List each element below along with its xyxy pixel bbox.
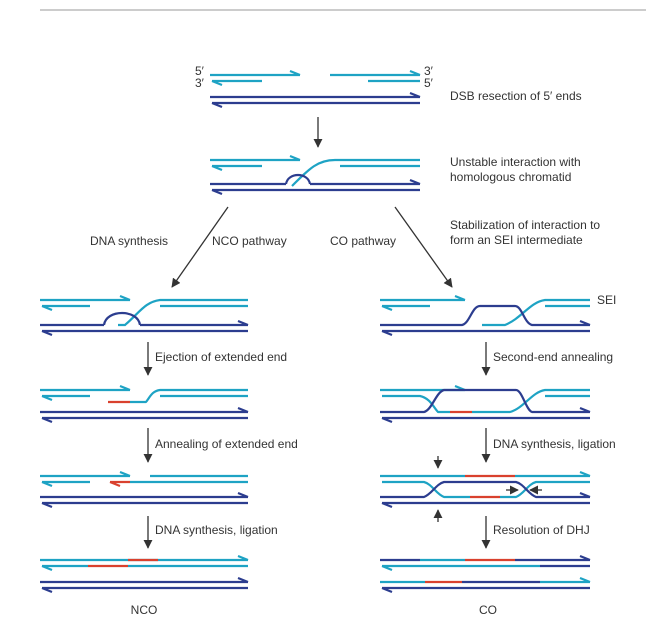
left-bottom-strand — [41, 304, 90, 312]
lower-crossing — [380, 480, 591, 499]
left-bottom-strand — [211, 164, 262, 172]
homolog-bottom-strand — [41, 329, 248, 337]
invading-strand — [482, 298, 590, 327]
left-top-strand — [210, 154, 301, 162]
homolog-top-strand — [210, 178, 421, 186]
co-pathway-label: CO pathway — [330, 234, 396, 248]
step-stabilization-label-1: Stabilization of interaction to — [450, 218, 600, 232]
step-stabilization-label-2: form an SEI intermediate — [450, 233, 583, 247]
arrow-nco-branch — [171, 206, 229, 288]
co-product — [380, 554, 591, 594]
left-top-strand — [40, 384, 131, 392]
homolog-top-strand — [40, 319, 249, 327]
co-step-1-sei: SEI — [380, 293, 616, 337]
left-bottom-strand — [381, 304, 430, 312]
homolog-top-strand — [210, 91, 421, 99]
step-dsb-label: DSB resection of 5′ ends — [450, 89, 582, 103]
nco-step-3-annealing — [40, 470, 249, 509]
end-3-bottom-label: 3′ — [195, 76, 205, 90]
homolog-top-strand — [40, 406, 249, 414]
product-top-navy-right — [515, 554, 591, 562]
top-right-teal — [515, 470, 591, 478]
right-top-strand — [330, 69, 421, 77]
homolog-bottom-strand — [41, 501, 248, 509]
annealing-label: Annealing of extended end — [155, 437, 298, 451]
homolog-top-strand — [40, 576, 249, 584]
invading-strand — [472, 388, 590, 414]
homolog-bottom-strand — [381, 416, 590, 424]
left-top-strand — [40, 470, 131, 478]
step-unstable-label-1: Unstable interaction with — [450, 155, 581, 169]
invading-strand — [291, 158, 420, 187]
second-end-label: Second-end annealing — [493, 350, 613, 364]
homolog-bottom-strand — [41, 586, 248, 594]
nco-product-label: NCO — [131, 603, 158, 617]
step-unstable-label-2: homologous chromatid — [450, 170, 571, 184]
dna-synthesis-label: DNA synthesis — [90, 234, 168, 248]
left-bottom-strand — [382, 394, 450, 414]
stage-dsb-resection: 5′ 3′ 3′ 5′ DSB resection of 5′ ends — [195, 64, 582, 109]
end-5-top-label: 5′ — [195, 64, 205, 78]
stage-unstable-interaction: Unstable interaction with homologous chr… — [210, 154, 581, 196]
resolution-label: Resolution of DHJ — [493, 523, 590, 537]
left-top-strand — [380, 294, 466, 302]
homolog-bottom-strand — [381, 501, 590, 509]
homolog-bottom-strand — [211, 101, 420, 109]
product-second-strand — [381, 564, 540, 572]
d-loop-left — [380, 304, 591, 327]
ejected-teal — [130, 388, 248, 404]
sei-label: SEI — [597, 293, 616, 307]
nco-synthesis-label: DNA synthesis, ligation — [155, 523, 278, 537]
co-step-3-dhj — [380, 456, 591, 522]
product-red-patch — [88, 558, 158, 568]
co-product-label: CO — [479, 603, 497, 617]
nco-pathway-label: NCO pathway — [212, 234, 287, 248]
homolog-bottom-strand — [41, 416, 248, 424]
arrow-co-branch — [394, 206, 453, 288]
homolog-top-strand — [380, 388, 591, 414]
nco-step-1-extension — [40, 294, 249, 337]
co-synthesis-label: DNA synthesis, ligation — [493, 437, 616, 451]
left-bottom-strand — [211, 79, 262, 87]
co-step-2-second-end — [380, 384, 591, 424]
nco-step-2-ejection — [40, 384, 249, 424]
left-bottom-strand — [41, 394, 90, 402]
left-top-strand — [210, 69, 301, 77]
d-loop — [102, 312, 142, 326]
left-top-strand — [40, 294, 131, 302]
homolog-bottom-strand — [381, 329, 590, 337]
ejection-label: Ejection of extended end — [155, 350, 287, 364]
homolog-bottom-strand — [211, 188, 420, 196]
product-bottom-teal — [41, 564, 248, 572]
d-loop — [284, 173, 312, 185]
end-5-bottom-label: 5′ — [424, 76, 434, 90]
left-bottom-strand — [41, 480, 90, 488]
annealed-red — [109, 480, 130, 488]
end-3-top-label: 3′ — [424, 64, 434, 78]
nco-product — [40, 554, 249, 594]
product-third-teal-right — [540, 576, 591, 584]
invading-strand — [118, 298, 248, 327]
product-bottom-strand — [381, 586, 590, 594]
homolog-top-strand — [40, 491, 249, 499]
